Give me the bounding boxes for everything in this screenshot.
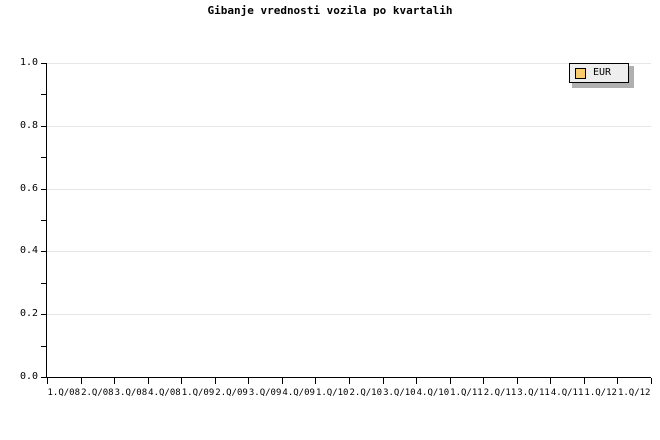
- x-tick: [148, 378, 149, 384]
- y-axis-label: 0.2: [19, 308, 38, 319]
- x-tick: [416, 378, 417, 384]
- y-tick-major: [41, 314, 47, 315]
- x-tick: [483, 378, 484, 384]
- y-tick-minor: [41, 94, 47, 95]
- y-axis-label: 1.0: [19, 57, 38, 68]
- y-tick-minor: [41, 346, 47, 347]
- x-axis-label: 4.Q/10: [416, 388, 450, 398]
- y-axis-line: [46, 63, 47, 378]
- x-axis-label: 2.Q/08: [81, 388, 114, 398]
- x-tick: [47, 378, 48, 384]
- y-tick-major: [41, 189, 47, 190]
- x-axis-line: [46, 377, 651, 378]
- plot-area: [47, 63, 651, 377]
- x-tick: [617, 378, 618, 384]
- x-axis-label: 1.Q/08: [47, 388, 81, 398]
- x-tick: [81, 378, 82, 384]
- x-tick: [584, 378, 585, 384]
- y-axis-label: 0.8: [19, 120, 38, 131]
- x-tick: [248, 378, 249, 384]
- y-tick-major: [41, 63, 47, 64]
- x-tick: [181, 378, 182, 384]
- x-axis-label: 2.Q/09: [215, 388, 248, 398]
- x-tick: [315, 378, 316, 384]
- x-tick: [383, 378, 384, 384]
- y-tick-major: [41, 251, 47, 252]
- x-axis-label: 3.Q/11: [517, 388, 550, 398]
- y-axis-label: 0.6: [19, 183, 38, 194]
- x-axis-label: 3.Q/10: [383, 388, 416, 398]
- y-axis-label: 0.0: [19, 371, 38, 382]
- x-tick: [450, 378, 451, 384]
- y-tick-major: [41, 126, 47, 127]
- x-tick: [550, 378, 551, 384]
- gridline: [47, 251, 651, 252]
- x-tick: [114, 378, 115, 384]
- x-axis-label: 1.Q/11: [450, 388, 483, 398]
- y-tick-minor: [41, 220, 47, 221]
- x-axis-label: 3.Q/09: [248, 388, 282, 398]
- gridline: [47, 63, 651, 64]
- x-axis-label: 2.Q/10: [349, 388, 383, 398]
- y-tick-minor: [41, 283, 47, 284]
- chart-legend[interactable]: EUR: [569, 63, 629, 83]
- x-tick: [215, 378, 216, 384]
- x-axis-label: 3.Q/08: [114, 388, 148, 398]
- x-axis-label: 4.Q/11: [550, 388, 584, 398]
- x-axis-label: 1.Q/12: [617, 388, 651, 398]
- x-axis-label: 1.Q/09: [181, 388, 215, 398]
- x-tick: [651, 378, 652, 384]
- y-axis-label: 0.4: [19, 245, 38, 256]
- x-axis-label: 1.Q/12: [584, 388, 617, 398]
- x-axis-label: 4.Q/09: [282, 388, 315, 398]
- legend-label-eur: EUR: [593, 67, 612, 78]
- y-tick-major: [41, 377, 47, 378]
- x-tick: [517, 378, 518, 384]
- gridline: [47, 126, 651, 127]
- gridline: [47, 189, 651, 190]
- x-tick: [349, 378, 350, 384]
- gridline: [47, 314, 651, 315]
- chart-title: Gibanje vrednosti vozila po kvartalih: [207, 4, 453, 17]
- legend-swatch-eur: [575, 67, 586, 79]
- x-axis-label: 2.Q/11: [483, 388, 517, 398]
- x-axis-label: 1.Q/10: [315, 388, 349, 398]
- x-tick: [282, 378, 283, 384]
- x-axis-label: 4.Q/08: [148, 388, 181, 398]
- y-tick-minor: [41, 157, 47, 158]
